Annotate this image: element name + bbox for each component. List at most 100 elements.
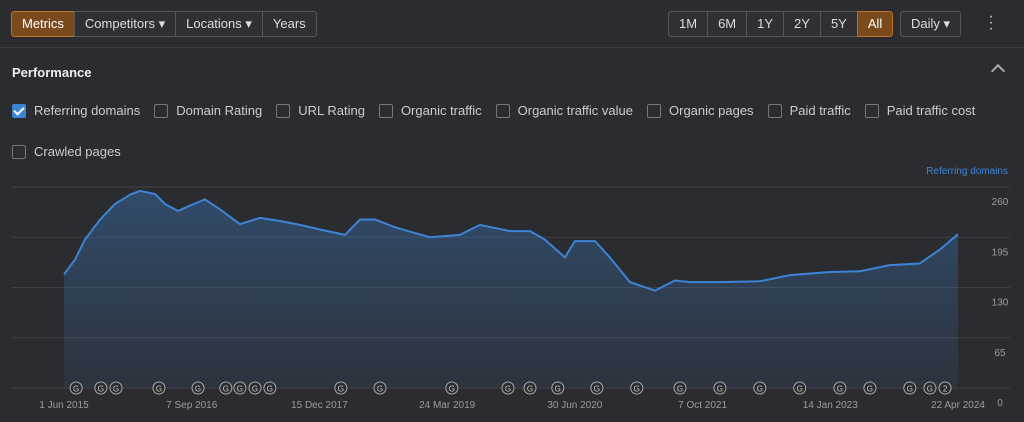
toolbar-button[interactable]: Metrics — [11, 11, 75, 37]
annotation-label: G — [505, 385, 511, 394]
checkbox-label: Organic traffic — [400, 103, 482, 118]
annotation-marker[interactable] — [501, 381, 515, 395]
metric-checkbox[interactable]: Crawled pages — [12, 143, 121, 160]
tab-group: Metrics Competitors ▾ Locations ▾ Years — [11, 11, 317, 37]
annotation-marker[interactable] — [152, 381, 166, 395]
annotation-marker[interactable] — [753, 381, 767, 395]
annotation-marker[interactable] — [863, 381, 877, 395]
annotation-marker[interactable] — [923, 381, 937, 395]
checkbox-label: Paid traffic cost — [886, 103, 976, 118]
button-label: Metrics — [22, 16, 64, 31]
toolbar-button[interactable]: All — [856, 11, 894, 37]
metric-checkbox[interactable]: Organic pages — [647, 102, 754, 119]
annotation-marker[interactable] — [445, 381, 459, 395]
x-tick-label: 1 Jun 2015 — [39, 400, 89, 411]
area-fill — [64, 190, 958, 388]
annotation-label: G — [677, 385, 683, 394]
divider — [0, 47, 1024, 48]
toolbar-button[interactable]: Locations ▾ — [175, 11, 263, 37]
interval-label: Daily — [911, 16, 940, 31]
annotation-marker[interactable] — [551, 381, 565, 395]
checkbox-label: Organic traffic value — [517, 103, 633, 118]
toolbar-button[interactable]: 1Y — [746, 11, 785, 37]
annotation-marker[interactable] — [94, 381, 108, 395]
x-tick-label: 30 Jun 2020 — [547, 400, 602, 411]
annotation-marker[interactable] — [938, 381, 952, 395]
annotation-marker[interactable] — [903, 381, 917, 395]
button-label: 5Y — [830, 16, 847, 31]
annotation-marker[interactable] — [191, 381, 205, 395]
y-tick-label: 195 — [992, 247, 1009, 258]
toolbar-button[interactable]: Years — [261, 11, 317, 37]
annotation-marker[interactable] — [630, 381, 644, 395]
checkbox — [12, 103, 26, 118]
x-tick-label: 24 Mar 2019 — [419, 400, 476, 411]
annotation-marker[interactable] — [248, 381, 262, 395]
annotation-marker[interactable] — [219, 381, 233, 395]
checkbox — [154, 103, 169, 118]
y-tick-label: 260 — [992, 197, 1009, 208]
button-label: Competitors — [84, 16, 155, 31]
annotation-marker[interactable] — [673, 381, 687, 395]
annotation-label: G — [634, 385, 640, 394]
x-tick-label: 7 Sep 2016 — [166, 400, 218, 411]
y-axis-title: Referring domains — [926, 166, 1008, 177]
metric-checkbox[interactable]: Paid traffic — [767, 102, 851, 119]
button-label: 6M — [718, 16, 737, 31]
metric-checkbox[interactable]: Domain Rating — [154, 102, 262, 119]
annotation-marker[interactable] — [833, 381, 847, 395]
annotation-marker[interactable] — [334, 381, 348, 395]
toolbar-button[interactable]: 1M — [668, 11, 709, 37]
line — [63, 189, 959, 292]
metric-checkbox[interactable]: URL Rating — [276, 102, 365, 119]
annotation-marker[interactable] — [793, 381, 807, 395]
metric-checkbox[interactable]: Organic traffic — [378, 102, 482, 119]
annotation-label: G — [237, 385, 243, 394]
toolbar-button[interactable]: 2Y — [783, 11, 821, 37]
annotation-label: G — [252, 385, 258, 394]
toolbar-button[interactable]: 5Y — [819, 11, 858, 37]
metric-checkbox[interactable]: Referring domains — [12, 102, 140, 119]
toolbar-button[interactable]: 6M — [707, 11, 748, 37]
annotation-marker[interactable] — [263, 381, 277, 395]
annotation-label: G — [757, 385, 763, 394]
interval-dropdown[interactable]: Daily ▾ — [900, 11, 962, 37]
checkbox — [495, 103, 510, 118]
checkbox — [864, 103, 879, 118]
button-label: 2Y — [794, 16, 810, 31]
toolbar-button[interactable]: Competitors ▾ — [73, 11, 177, 37]
button-label: Years — [272, 16, 306, 31]
annotation-label: G — [797, 385, 803, 394]
annotation-marker[interactable] — [373, 381, 387, 395]
checkbox-label: Organic pages — [669, 103, 754, 118]
dropdown-arrow: ▾ — [154, 16, 166, 31]
annotation-label: 2 — [943, 385, 948, 394]
more-menu[interactable]: · · · — [988, 8, 994, 37]
annotation-marker[interactable] — [109, 381, 123, 395]
metric-checkbox[interactable]: Paid traffic cost — [864, 102, 976, 119]
button-label: 1Y — [757, 16, 774, 31]
metric-checkbox[interactable]: Organic traffic value — [495, 102, 633, 119]
y-tick-label: 65 — [994, 348, 1006, 359]
annotation-label: G — [594, 385, 600, 394]
button-label: All — [867, 16, 883, 31]
annotation-marker[interactable] — [590, 381, 604, 395]
x-tick-label: 14 Jan 2023 — [803, 400, 858, 411]
range-group: 1M 6M 1Y 2Y 5Y All — [668, 11, 894, 37]
annotation-marker[interactable] — [233, 381, 247, 395]
annotation-marker[interactable] — [713, 381, 727, 395]
annotation-label: G — [527, 385, 533, 394]
button-label: 1M — [679, 16, 698, 31]
checkbox-label: Crawled pages — [34, 144, 121, 159]
annotation-marker[interactable] — [523, 381, 537, 395]
checkbox — [276, 103, 291, 118]
annotation-label: G — [195, 385, 201, 394]
checkbox-label: Domain Rating — [176, 103, 263, 118]
annotation-label: G — [717, 385, 723, 394]
x-tick-label: 22 Apr 2024 — [931, 400, 985, 411]
annotation-marker[interactable] — [69, 381, 83, 395]
annotation-label: G — [73, 385, 79, 394]
annotation-label: G — [837, 385, 843, 394]
x-tick-label: 15 Dec 2017 — [291, 400, 348, 411]
panel-title: Performance — [12, 65, 92, 80]
